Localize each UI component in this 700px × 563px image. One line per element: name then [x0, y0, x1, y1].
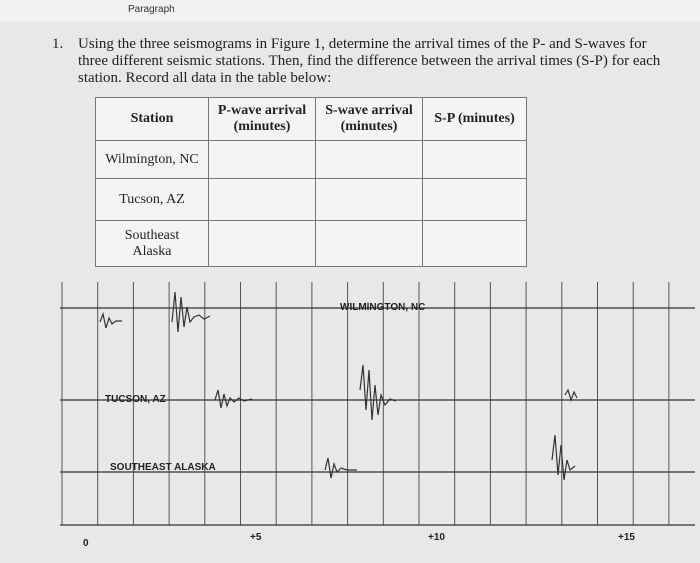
station-cell: Southeast Alaska — [95, 220, 209, 267]
header-cell: S-P (minutes) — [422, 97, 527, 141]
question-number: 1. — [52, 36, 64, 52]
data-table: Station P-wave arrival (minutes) S-wave … — [95, 97, 527, 267]
station-cell: Tucson, AZ — [95, 178, 209, 221]
header-title: Paragraph — [128, 4, 175, 15]
question: 1. Using the three seismograms in Figure… — [52, 36, 672, 87]
axis-label: +10 — [428, 532, 445, 543]
axis-label: 0 — [83, 538, 89, 549]
toolbar: Paragraph — [0, 0, 700, 22]
station-label: WILMINGTON, NC — [340, 302, 425, 313]
station-cell: Wilmington, NC — [95, 140, 209, 179]
station-label: SOUTHEAST ALASKA — [110, 462, 216, 473]
axis-label: +5 — [250, 532, 262, 543]
station-label: TUCSON, AZ — [105, 394, 166, 405]
axis-label: +15 — [618, 532, 635, 543]
header-cell: P-wave arrival (minutes) — [208, 97, 316, 141]
question-text: Using the three seismograms in Figure 1,… — [78, 36, 661, 86]
